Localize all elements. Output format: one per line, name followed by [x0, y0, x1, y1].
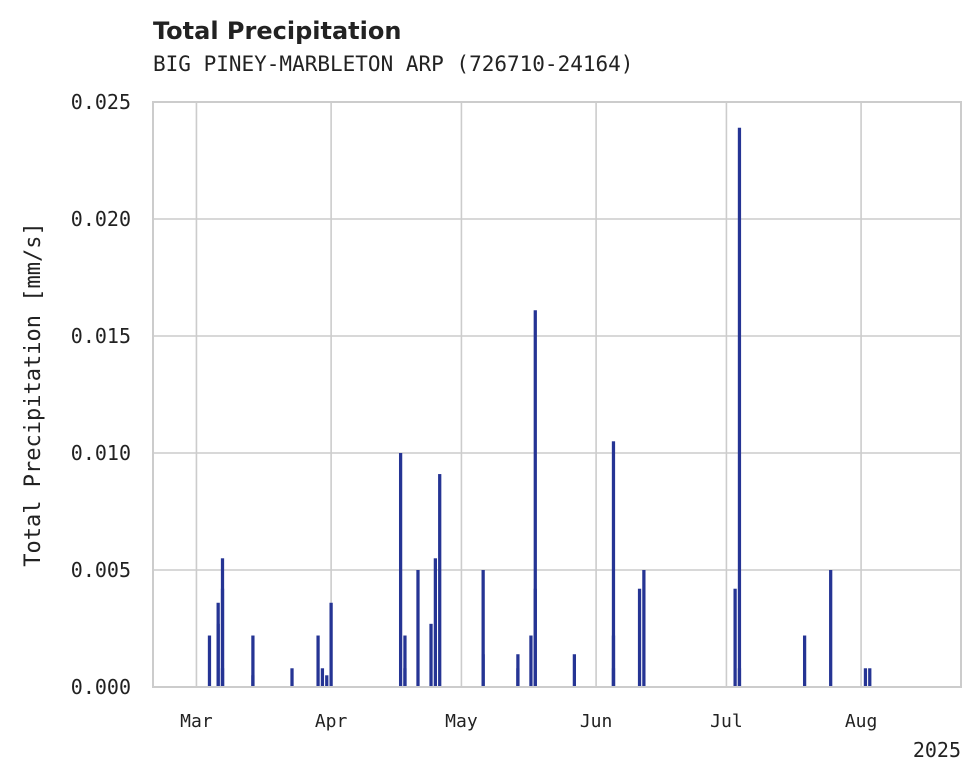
x-tick-label: Jul: [710, 711, 743, 732]
precipitation-bar: [216, 602, 220, 687]
precipitation-bar: [290, 668, 294, 687]
precipitation-bar: [829, 570, 833, 687]
plot-frame: [152, 101, 962, 688]
chart-subtitle: BIG PINEY-MARBLETON ARP (726710-24164): [153, 52, 634, 76]
precipitation-bar: [251, 675, 255, 687]
x-tick-label: Aug: [845, 711, 878, 732]
precipitation-bar: [868, 668, 872, 687]
grid-lines: [153, 101, 961, 688]
y-tick-label: 0.010: [71, 441, 131, 465]
x-tick-label: Apr: [315, 711, 348, 732]
precipitation-bar: [611, 441, 616, 687]
precipitation-bar: [433, 558, 437, 687]
y-tick-label: 0.005: [71, 558, 131, 582]
x-tick-label: Jun: [580, 711, 613, 732]
precipitation-bar: [533, 310, 537, 687]
x-axis-year-label: 2025: [913, 738, 961, 762]
precipitation-bar: [611, 668, 616, 687]
precipitation-bar: [220, 668, 225, 687]
precipitation-bar: [398, 453, 403, 687]
precipitation-bar: [737, 127, 742, 688]
precipitation-bar: [207, 635, 212, 687]
precipitation-bar: [529, 635, 533, 687]
precipitation-bar: [516, 668, 520, 687]
precipitation-bar: [416, 570, 420, 687]
precipitation-bar: [533, 588, 537, 687]
precipitation-bar: [737, 668, 742, 687]
precipitation-bars: [207, 127, 872, 688]
precipitation-bar: [642, 570, 646, 687]
x-tick-label: May: [445, 711, 478, 732]
precipitation-bar: [637, 588, 642, 687]
y-tick-label: 0.020: [71, 207, 131, 231]
precipitation-bar: [320, 668, 325, 687]
precipitation-bar: [481, 570, 485, 687]
y-tick-label: 0.015: [71, 324, 131, 348]
y-tick-label: 0.000: [71, 675, 131, 699]
precipitation-bar: [403, 668, 407, 687]
precipitation-bar: [251, 635, 255, 687]
precipitation-bar: [863, 668, 868, 687]
precipitation-bar: [733, 588, 737, 687]
precipitation-bar: [438, 474, 442, 687]
y-tick-label: 0.025: [71, 90, 131, 114]
x-axis-ticks: Mar Apr May Jun Jul Aug: [180, 711, 877, 732]
precipitation-bar: [220, 588, 225, 687]
chart-title: Total Precipitation: [153, 17, 402, 45]
precipitation-bar: [802, 635, 807, 687]
precipitation-bar: [325, 675, 329, 687]
precipitation-bar: [316, 635, 320, 687]
precipitation-bar: [329, 602, 333, 687]
x-tick-label: Mar: [180, 711, 213, 732]
precipitation-bar: [403, 635, 407, 687]
precipitation-bar: [429, 623, 433, 687]
y-axis-ticks: 0.000 0.005 0.010 0.015 0.020 0.025: [71, 90, 131, 699]
precipitation-bar: [611, 635, 616, 687]
y-axis-label: Total Precipitation [mm/s]: [21, 222, 46, 566]
precipitation-bar: [572, 654, 577, 687]
